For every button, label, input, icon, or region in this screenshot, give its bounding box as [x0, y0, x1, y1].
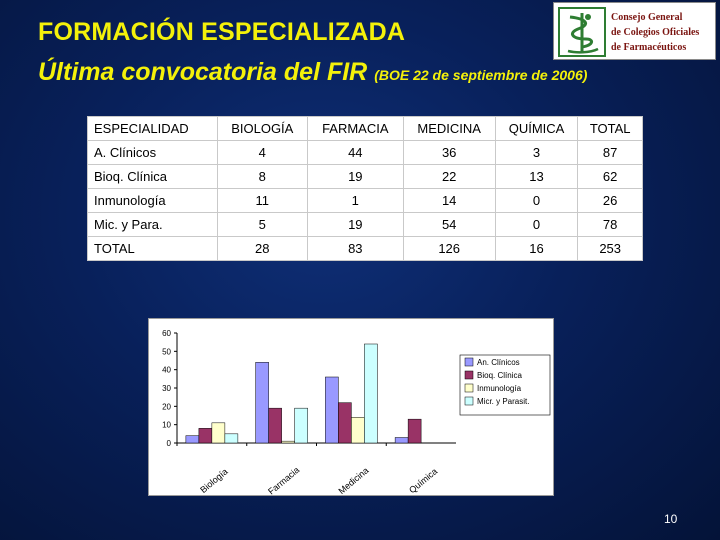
- table-row: Bioq. Clínica 8 19 22 13 62: [87, 164, 643, 189]
- table-cell: 83: [306, 236, 404, 261]
- legend-label: Bioq. Clínica: [477, 371, 522, 380]
- y-tick-label: 50: [162, 347, 171, 356]
- table-row: Mic. y Para. 5 19 54 0 78: [87, 212, 643, 237]
- table-cell: 78: [577, 212, 643, 237]
- x-tick-label: Química: [407, 466, 439, 495]
- bar: [268, 407, 282, 444]
- table-cell: 0: [494, 188, 579, 213]
- bar: [211, 422, 226, 444]
- slide-subtitle: Última convocatoria del FIR (BOE 22 de s…: [38, 58, 587, 87]
- logo-line-2: de Colegios Oficiales: [611, 27, 700, 38]
- table-cell: 14: [402, 188, 496, 213]
- bar: [407, 418, 422, 444]
- y-tick-label: 10: [162, 421, 171, 430]
- table-cell: 54: [402, 212, 496, 237]
- table-cell: A. Clínicos: [87, 140, 218, 165]
- table-row: Inmunología 11 1 14 0 26: [87, 188, 643, 213]
- header-biologia: BIOLOGÍA: [216, 116, 308, 141]
- table-total-row: TOTAL 28 83 126 16 253: [87, 236, 643, 261]
- y-tick-label: 0: [167, 439, 172, 448]
- x-tick-label: Farmacia: [266, 465, 301, 497]
- table-cell: 0: [494, 212, 579, 237]
- table-cell: Inmunología: [87, 188, 218, 213]
- table-cell: 13: [494, 164, 579, 189]
- table-row: A. Clínicos 4 44 36 3 87: [87, 140, 643, 165]
- table-cell: 26: [577, 188, 643, 213]
- table-cell: 62: [577, 164, 643, 189]
- caduceus-icon: [558, 7, 606, 57]
- table-cell: 126: [402, 236, 496, 261]
- x-tick-label: Biología: [198, 466, 229, 495]
- y-tick-label: 60: [162, 329, 171, 338]
- legend-label: An. Clínicos: [477, 358, 520, 367]
- table-cell: 44: [306, 140, 404, 165]
- table-cell: 5: [216, 212, 308, 237]
- header-quimica: QUÍMICA: [494, 116, 579, 141]
- table-cell: 87: [577, 140, 643, 165]
- bar: [325, 376, 339, 444]
- subtitle-main: Última convocatoria del FIR: [38, 58, 368, 86]
- page-number: 10: [664, 512, 678, 526]
- header-total: TOTAL: [577, 116, 643, 141]
- table-cell: 36: [402, 140, 496, 165]
- results-table: ESPECIALIDAD BIOLOGÍA FARMACIA MEDICINA …: [87, 116, 643, 261]
- logo-text: Consejo General de Colegios Oficiales de…: [611, 10, 699, 55]
- bar: [364, 343, 378, 444]
- bar-chart-svg: 0 10 20 30 40 50 60 Biología Farmacia Medicina Quí…: [162, 329, 551, 497]
- legend-swatch: [464, 396, 474, 406]
- table-cell: 22: [402, 164, 496, 189]
- legend-swatch: [464, 357, 474, 367]
- table-cell: 19: [306, 212, 404, 237]
- table-cell: Bioq. Clínica: [87, 164, 218, 189]
- table-cell: 8: [216, 164, 308, 189]
- y-tick-label: 40: [162, 366, 171, 375]
- bar: [281, 440, 295, 444]
- x-tick-label: Medicina: [336, 465, 370, 496]
- bar: [255, 362, 269, 444]
- table-cell: 28: [216, 236, 308, 261]
- header-especialidad: ESPECIALIDAD: [87, 116, 218, 141]
- subtitle-source: (BOE 22 de septiembre de 2006): [374, 67, 588, 83]
- y-tick-label: 20: [162, 402, 171, 411]
- table-cell: 1: [306, 188, 404, 213]
- logo: Consejo General de Colegios Oficiales de…: [553, 2, 716, 60]
- table-cell: 19: [306, 164, 404, 189]
- slide-title: FORMACIÓN ESPECIALIZADA: [38, 18, 406, 46]
- table-cell: 3: [494, 140, 579, 165]
- bar-chart: 0 10 20 30 40 50 60 Biología Farmacia Medicina Quí…: [148, 318, 554, 497]
- bar: [198, 428, 213, 444]
- legend-label: Inmunología: [477, 384, 522, 393]
- bar: [224, 433, 239, 444]
- header-medicina: MEDICINA: [402, 116, 496, 141]
- table-cell: 16: [494, 236, 579, 261]
- table-header-row: ESPECIALIDAD BIOLOGÍA FARMACIA MEDICINA …: [87, 116, 643, 141]
- bar: [294, 407, 308, 444]
- bar: [394, 437, 409, 444]
- table-cell: TOTAL: [87, 236, 218, 261]
- legend-swatch: [464, 383, 474, 393]
- legend-box: [459, 354, 551, 416]
- legend-swatch: [464, 370, 474, 380]
- logo-line-3: de Farmacéuticos: [611, 42, 687, 53]
- table-cell: 4: [216, 140, 308, 165]
- y-tick-label: 30: [162, 384, 171, 393]
- bar: [351, 417, 365, 444]
- bar: [185, 435, 200, 444]
- table-cell: 253: [577, 236, 643, 261]
- header-farmacia: FARMACIA: [306, 116, 404, 141]
- legend-label: Micr. y Parasit.: [477, 397, 529, 406]
- logo-line-1: Consejo General: [611, 12, 683, 23]
- table-cell: Mic. y Para.: [87, 212, 218, 237]
- table-cell: 11: [216, 188, 308, 213]
- bar: [338, 402, 352, 444]
